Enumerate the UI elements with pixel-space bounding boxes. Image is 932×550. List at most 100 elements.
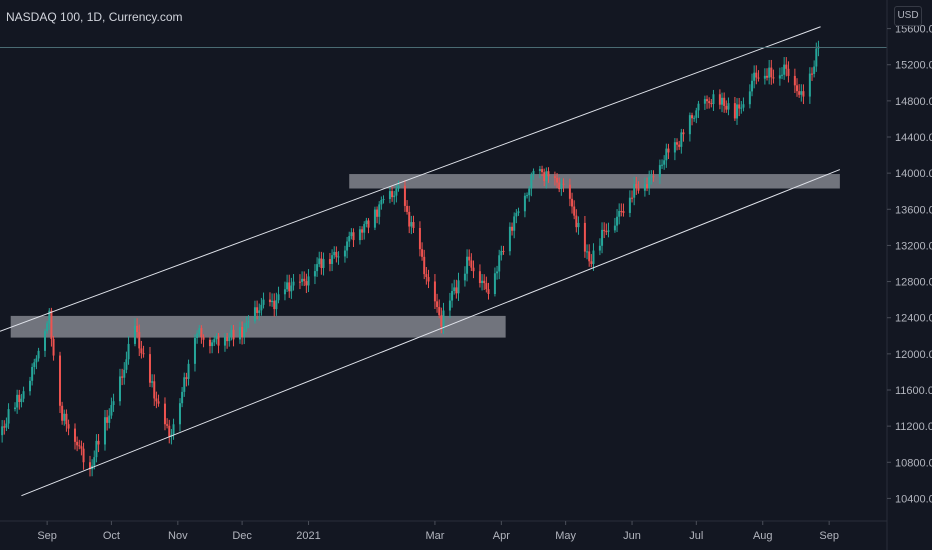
candle-body	[118, 376, 121, 402]
candle-body	[757, 77, 760, 79]
candle-body	[138, 332, 141, 349]
candle-body	[391, 191, 394, 198]
candle-body	[328, 259, 331, 264]
y-axis[interactable]: 10400.0 10800.0 11200.0 11600.0 12000.0 12400…	[887, 24, 932, 506]
upper-channel	[0, 26, 821, 332]
candle-body	[241, 327, 244, 338]
resistance-zone-13900	[349, 174, 840, 189]
candle-body	[526, 195, 529, 197]
candle-body	[80, 446, 83, 449]
candle-body	[230, 329, 233, 338]
candles-layer	[1, 40, 820, 477]
candle-body	[277, 294, 280, 301]
y-tick-label: 10400.0	[895, 493, 932, 505]
candle-body	[298, 281, 301, 283]
y-tick-label: 13200.0	[895, 240, 932, 252]
candle-body	[95, 440, 98, 458]
candle-body	[200, 328, 203, 338]
candle-body	[478, 271, 481, 284]
candle-body	[318, 258, 321, 265]
candle-body	[142, 353, 145, 355]
candle-body	[502, 250, 505, 252]
candle-body	[181, 391, 184, 404]
candle-body	[196, 333, 199, 338]
candle-body	[727, 103, 730, 110]
candle-body	[226, 337, 229, 342]
candle-body	[622, 211, 625, 213]
candle-body	[322, 259, 325, 268]
candle-body	[688, 115, 691, 135]
candle-body	[346, 241, 349, 251]
x-tick-label: Dec	[232, 530, 252, 542]
candle-body	[97, 440, 100, 445]
candle-body	[378, 204, 381, 217]
candle-body	[583, 222, 586, 252]
candle-body	[215, 336, 218, 340]
candle-body	[136, 325, 139, 333]
candle-body	[262, 299, 265, 305]
candle-body	[337, 256, 340, 258]
candle-body	[562, 183, 565, 185]
candle-body	[470, 260, 473, 268]
candle-body	[243, 328, 246, 338]
candle-body	[468, 256, 471, 261]
candle-body	[547, 171, 550, 177]
candle-body	[466, 256, 469, 274]
candle-body	[573, 206, 576, 216]
candle-body	[691, 115, 694, 119]
x-tick-label: Sep	[37, 530, 57, 542]
candle-body	[652, 176, 655, 178]
candle-body	[603, 229, 606, 232]
candle-body	[620, 211, 623, 213]
candle-body	[410, 222, 413, 227]
candle-body	[185, 377, 188, 379]
candle-body	[198, 328, 201, 334]
x-tick-label: Sep	[819, 530, 839, 542]
candle-body	[393, 195, 396, 198]
candle-body	[676, 142, 679, 145]
candle-body	[406, 205, 409, 212]
candle-body	[556, 177, 559, 183]
candle-body	[588, 251, 591, 262]
y-tick-label: 12800.0	[895, 277, 932, 289]
candle-body	[472, 267, 475, 272]
y-tick-label: 15200.0	[895, 60, 932, 72]
candle-body	[661, 164, 664, 166]
candle-body	[22, 391, 25, 399]
x-axis[interactable]: Sep Oct Nov Dec 2021 Mar Apr May Jun Jul Aug Sep	[37, 521, 839, 542]
x-tick-label: Apr	[493, 530, 510, 542]
x-tick-label: Mar	[425, 530, 444, 542]
candle-body	[538, 169, 541, 171]
candle-body	[457, 280, 460, 294]
candle-body	[106, 417, 109, 423]
candle-body	[331, 255, 334, 264]
candle-body	[28, 380, 31, 392]
candle-body	[397, 185, 400, 189]
candle-body	[748, 91, 751, 105]
candle-body	[16, 394, 19, 408]
candle-body	[376, 209, 379, 217]
candle-body	[590, 261, 593, 264]
candle-body	[52, 338, 55, 356]
candle-body	[367, 220, 370, 228]
currency-button[interactable]: USD	[894, 6, 922, 26]
candle-body	[755, 72, 758, 78]
candle-body	[3, 426, 6, 428]
candle-body	[1, 426, 4, 436]
candle-body	[708, 101, 711, 104]
candle-body	[712, 94, 715, 104]
candle-body	[258, 310, 261, 313]
candle-body	[268, 299, 271, 303]
y-tick-label: 14400.0	[895, 132, 932, 144]
candle-body	[646, 184, 649, 189]
candle-body	[530, 174, 533, 189]
candle-body	[545, 171, 548, 182]
candle-body	[18, 394, 21, 403]
candle-body	[103, 417, 106, 445]
candle-body	[67, 424, 70, 429]
candle-body	[787, 68, 790, 76]
candle-body	[487, 289, 490, 295]
candle-body	[283, 289, 286, 295]
